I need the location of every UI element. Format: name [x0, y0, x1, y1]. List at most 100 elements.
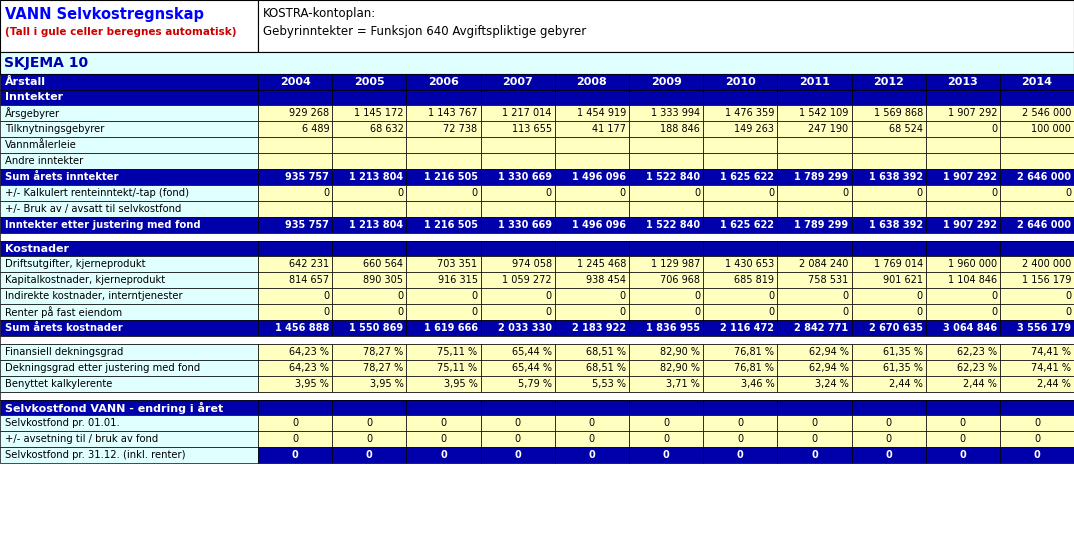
Text: 1 907 292: 1 907 292 [943, 220, 997, 230]
Text: 188 846: 188 846 [661, 124, 700, 134]
Bar [703, 360, 778, 376]
Bar [0, 336, 1074, 344]
Text: 1 217 014: 1 217 014 [503, 108, 552, 118]
Text: 1 330 669: 1 330 669 [498, 172, 552, 182]
Bar [332, 90, 406, 105]
Bar [555, 121, 629, 137]
Bar [703, 256, 778, 272]
Text: Inntekter etter justering med fond: Inntekter etter justering med fond [5, 220, 201, 230]
Bar [778, 320, 852, 336]
Text: 706 968: 706 968 [661, 275, 700, 285]
Bar [852, 344, 926, 360]
Text: 2005: 2005 [354, 77, 384, 87]
Text: 2014: 2014 [1021, 77, 1053, 87]
Bar [1000, 169, 1074, 185]
Bar [555, 376, 629, 392]
Text: 0: 0 [292, 434, 299, 444]
Text: 0: 0 [886, 434, 891, 444]
Bar [703, 90, 778, 105]
Bar [406, 272, 480, 288]
Bar [258, 272, 332, 288]
Text: Selvkostfond pr. 31.12. (inkl. renter): Selvkostfond pr. 31.12. (inkl. renter) [5, 450, 186, 460]
Bar [555, 288, 629, 304]
Bar [406, 217, 480, 233]
Text: 0: 0 [397, 291, 404, 301]
Bar [852, 169, 926, 185]
Bar [0, 185, 258, 201]
Bar [703, 344, 778, 360]
Bar [778, 201, 852, 217]
Text: 974 058: 974 058 [511, 259, 552, 269]
Text: 2006: 2006 [429, 77, 459, 87]
Bar [332, 344, 406, 360]
Bar [778, 447, 852, 463]
Bar [778, 376, 852, 392]
Bar [480, 344, 555, 360]
Text: 1 333 994: 1 333 994 [651, 108, 700, 118]
Bar [926, 185, 1000, 201]
Text: 64,23 %: 64,23 % [289, 347, 330, 357]
Text: 0: 0 [440, 450, 447, 460]
Text: 1 213 804: 1 213 804 [349, 172, 404, 182]
Text: 0: 0 [546, 188, 552, 198]
Bar [1000, 415, 1074, 431]
Bar [258, 431, 332, 447]
Bar [0, 74, 258, 90]
Text: 78,27 %: 78,27 % [363, 347, 404, 357]
Bar [926, 217, 1000, 233]
Bar [332, 256, 406, 272]
Bar [258, 169, 332, 185]
Bar [555, 400, 629, 415]
Text: 0: 0 [885, 450, 892, 460]
Text: 1 569 868: 1 569 868 [873, 108, 923, 118]
Text: 0: 0 [768, 307, 774, 317]
Bar [555, 217, 629, 233]
Bar [258, 201, 332, 217]
Text: 74,41 %: 74,41 % [1031, 363, 1071, 373]
Text: 0: 0 [292, 418, 299, 428]
Text: 2 646 000: 2 646 000 [1017, 172, 1071, 182]
Bar [0, 431, 258, 447]
Bar [332, 153, 406, 169]
Bar [703, 304, 778, 320]
Bar [778, 217, 852, 233]
Bar [1000, 74, 1074, 90]
Bar [1000, 431, 1074, 447]
Bar [406, 304, 480, 320]
Bar [852, 415, 926, 431]
Text: 1 638 392: 1 638 392 [869, 172, 923, 182]
Bar [926, 376, 1000, 392]
Bar [480, 272, 555, 288]
Bar [0, 52, 1074, 74]
Text: +/- Bruk av / avsatt til selvkostfond: +/- Bruk av / avsatt til selvkostfond [5, 204, 182, 214]
Text: +/- Kalkulert renteinntekt/-tap (fond): +/- Kalkulert renteinntekt/-tap (fond) [5, 188, 189, 198]
Text: 0: 0 [514, 450, 521, 460]
Bar [406, 415, 480, 431]
Text: Indirekte kostnader, interntjenester: Indirekte kostnader, interntjenester [5, 291, 183, 301]
Bar [778, 431, 852, 447]
Bar [0, 241, 1074, 256]
Text: 890 305: 890 305 [363, 275, 404, 285]
Bar [852, 137, 926, 153]
Bar [703, 74, 778, 90]
Bar [629, 153, 703, 169]
Bar [332, 447, 406, 463]
Bar [0, 153, 258, 169]
Text: 1 476 359: 1 476 359 [725, 108, 774, 118]
Bar [629, 376, 703, 392]
Text: 0: 0 [366, 418, 373, 428]
Bar [778, 256, 852, 272]
Text: 74,41 %: 74,41 % [1031, 347, 1071, 357]
Text: 0: 0 [366, 434, 373, 444]
Bar [778, 169, 852, 185]
Text: 0: 0 [768, 188, 774, 198]
Text: 3 556 179: 3 556 179 [1017, 323, 1071, 333]
Bar [555, 256, 629, 272]
Text: 3,71 %: 3,71 % [666, 379, 700, 389]
Text: 62,23 %: 62,23 % [957, 347, 997, 357]
Text: 1 907 292: 1 907 292 [947, 108, 997, 118]
Text: 0: 0 [811, 450, 818, 460]
Bar [258, 185, 332, 201]
Bar [406, 169, 480, 185]
Bar [406, 153, 480, 169]
